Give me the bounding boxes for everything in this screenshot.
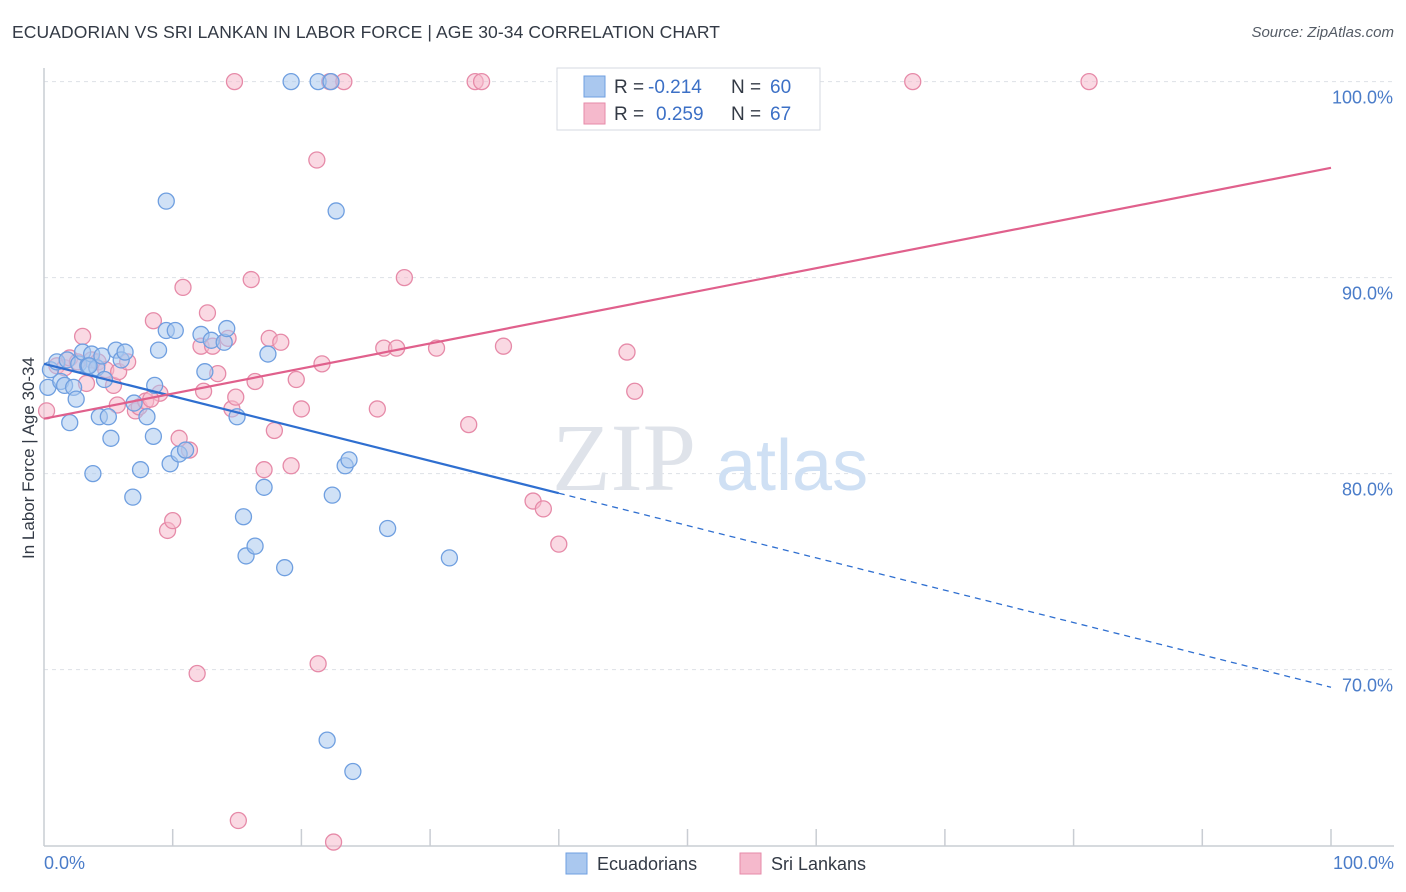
legend-r-value-sri-lankans: 0.259 [656,104,704,125]
sri-lankans-point [282,457,300,475]
trend-lines [43,166,1332,688]
ecuadorians-point [440,549,459,567]
ecuadorians-point [255,478,273,496]
legend-r-label-sri-lankans: R = [614,104,644,125]
bottom-legend-swatch-ecuadorians [565,852,588,875]
legend: R = -0.214 N = 60 R = 0.259 N = 67 [556,67,821,131]
ecuadorians-point [124,488,142,506]
ecuadorians-point [166,321,184,340]
ecuadorians-point [246,537,264,555]
sri-lankans-point [309,655,327,673]
sri-lankans-point [272,333,290,351]
legend-swatch-ecuadorians [583,75,606,98]
legend-n-value-ecuadorians: 60 [770,77,791,98]
sri-lankans-point [460,415,478,434]
sri-lankans-point [618,343,636,361]
y-tick-label-70: 70.0% [1342,676,1393,696]
legend-n-value-sri-lankans: 67 [770,104,791,125]
ecuadorians-point [102,429,120,447]
watermark-zip: ZIP [552,404,696,511]
sri-lankans-point [534,500,553,518]
sri-lankans-point [494,337,513,355]
sri-lankans-point [324,833,343,851]
sri-lankans-point [144,312,163,330]
sri-lankans-point [904,72,922,91]
sri-lankans-point [1080,72,1098,91]
bottom-legend-swatch-sri-lankans [739,852,762,875]
ecuadorians-point [318,731,336,749]
sri-lankans-point [472,72,491,91]
ecuadorians-point [146,376,164,395]
ecuadorians-point [327,202,345,220]
ecuadorians-point [323,486,341,504]
sri-lankans-point [225,72,244,91]
ecuadorians-trend-line [43,362,560,495]
ecuadorians-point [218,319,236,338]
ecuadorians-point [322,72,340,91]
ecuadorians-point [99,408,117,426]
sri-lankans-point [308,151,326,169]
sri-lankans-point [198,304,217,322]
y-axis-label: In Labor Force | Age 30-34 [19,357,38,559]
watermark-atlas: atlas [716,426,868,506]
ecuadorians-point [67,390,85,408]
sri-lankans-point [292,400,311,418]
sri-lankans-point [427,339,446,357]
sri-lankans-point [287,370,305,389]
ecuadorians-point [144,427,163,446]
ecuadorians-point [378,519,397,538]
sri-lankans-point [73,327,92,346]
legend-r-value-ecuadorians: -0.214 [648,77,702,98]
ecuadorians-trend-extension [558,492,1332,688]
sri-lankans-point [242,270,260,289]
ecuadorians-points [39,72,459,781]
x-tick-label-max: 100.0% [1333,853,1394,873]
legend-n-label-sri-lankans: N = [731,104,761,125]
x-tick-label-min: 0.0% [44,853,85,873]
chart-title: ECUADORIAN VS SRI LANKAN IN LABOR FORCE … [12,22,721,42]
legend-n-label-ecuadorians: N = [731,77,761,98]
ecuadorians-point [259,345,277,363]
ecuadorians-point [131,461,150,479]
sri-lankans-point [626,382,644,400]
ecuadorians-point [276,559,294,577]
ecuadorians-point [116,343,134,361]
ecuadorians-point [138,408,156,426]
y-tick-label-80: 80.0% [1342,480,1393,500]
ecuadorians-point [84,464,102,483]
sri-lankans-point [229,811,247,830]
y-tick-label-100: 100.0% [1332,88,1393,108]
sri-lankans-point [164,511,182,530]
ecuadorians-point [282,72,300,91]
ecuadorians-point [340,451,358,469]
ecuadorians-point [196,363,214,381]
sri-lankans-point [395,268,414,287]
bottom-legend-ecuadorians: Ecuadorians [597,854,697,874]
sri-lankans-point [368,400,386,418]
ecuadorians-point [157,192,175,210]
bottom-legend-sri-lankans: Sri Lankans [771,854,866,874]
source-label: Source: ZipAtlas.com [1251,24,1394,41]
sri-lankans-point [550,535,568,553]
legend-swatch-sri-lankans [583,102,606,125]
y-tick-label-90: 90.0% [1342,284,1393,304]
ecuadorians-point [61,413,79,432]
grid-lines [44,81,1394,671]
x-axis-ticks [171,829,1332,846]
ecuadorians-point [344,762,362,781]
ecuadorians-point [234,508,253,526]
ecuadorians-point [149,341,168,359]
legend-r-label-ecuadorians: R = [614,77,644,98]
sri-lankans-point [227,388,245,406]
sri-lankans-point [265,421,284,440]
y-tick-labels: 70.0% 80.0% 90.0% 100.0% [1332,88,1393,696]
ecuadorians-point [176,441,195,459]
sri-lankans-point [255,461,273,479]
bottom-legend: Ecuadorians Sri Lankans [565,852,866,875]
sri-lankans-point [188,664,206,683]
sri-lankans-point [174,278,192,297]
sri-lankans-trend-line [43,166,1332,420]
ecuadorians-point [80,357,98,375]
